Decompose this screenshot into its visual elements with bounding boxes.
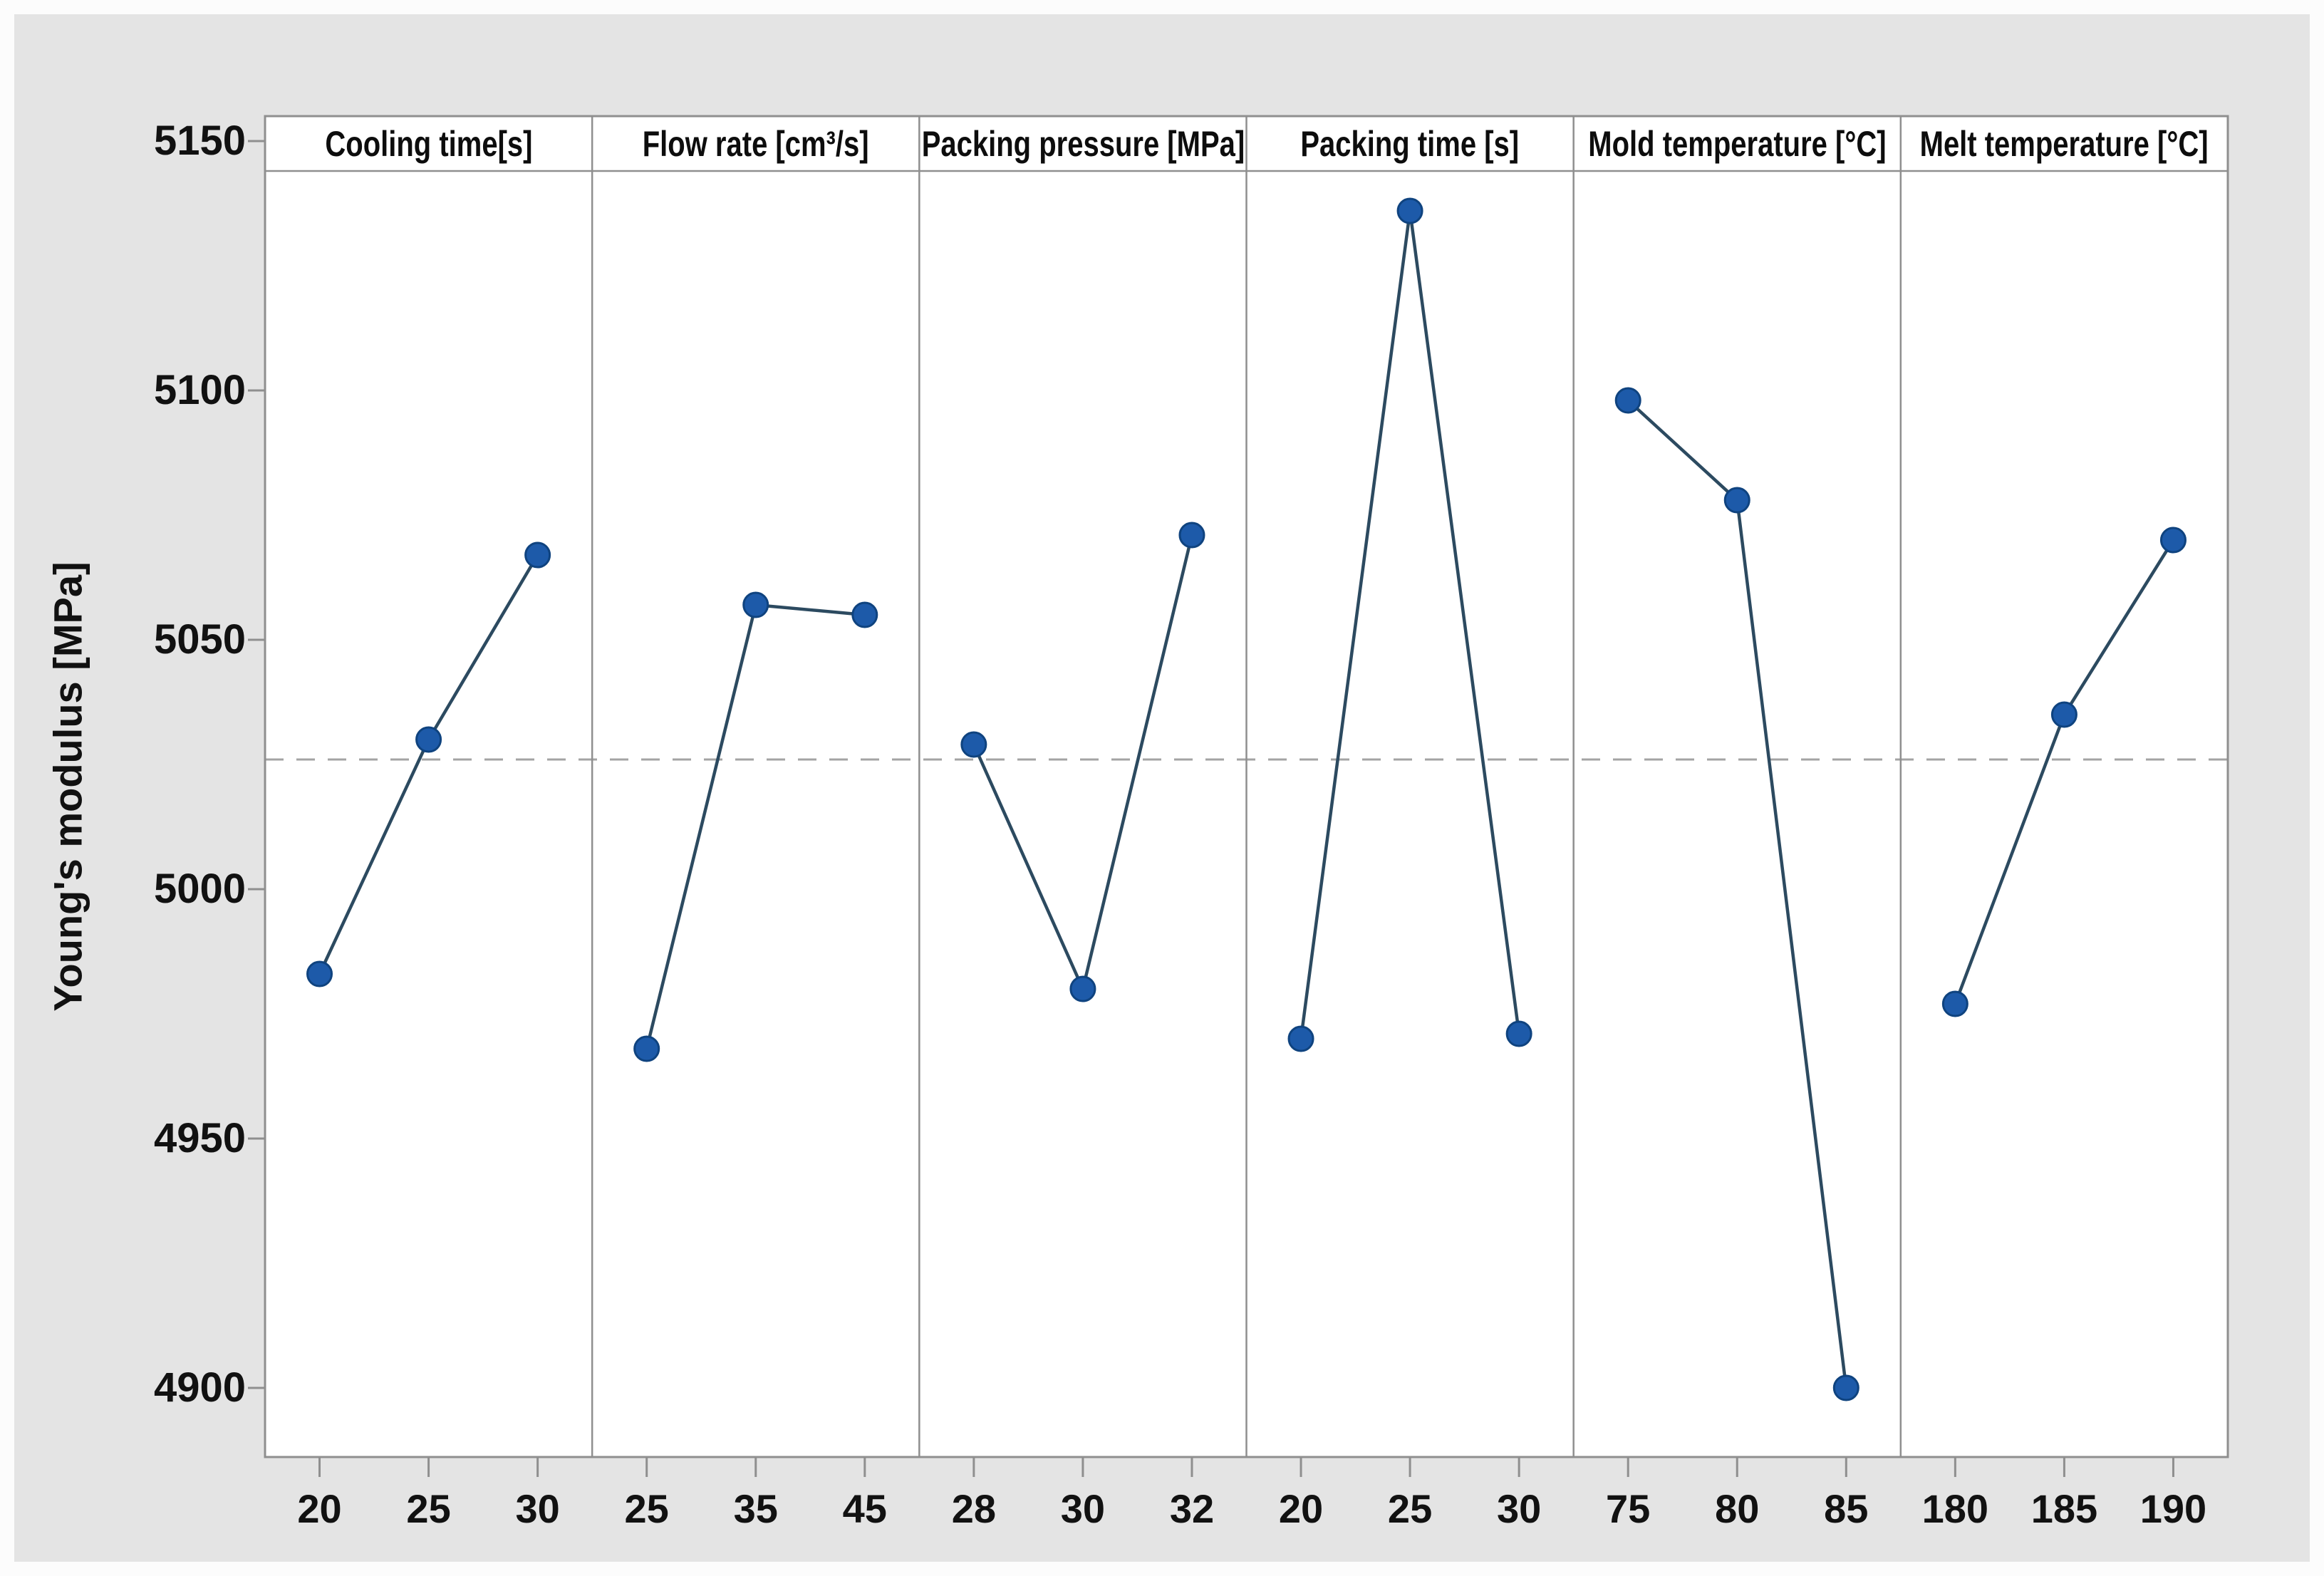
plot-frame [264, 115, 2229, 1458]
data-point-marker [524, 541, 551, 569]
panel-header: Packing time [s] [1247, 116, 1574, 171]
data-point-marker [1723, 487, 1750, 514]
x-tick-label: 45 [842, 1486, 887, 1531]
data-point-marker [1396, 197, 1423, 224]
panel-header: Cooling time[s] [265, 116, 592, 171]
x-tick-label: 180 [1921, 1486, 1989, 1531]
x-tick-label: 30 [515, 1486, 560, 1531]
data-point-marker [1287, 1025, 1314, 1052]
x-tick-label: 28 [951, 1486, 996, 1531]
data-point-marker [1178, 522, 1205, 549]
panel-header-label: Packing time [s] [1300, 123, 1520, 164]
panel-header-label: Flow rate [cm³/s] [642, 123, 869, 164]
data-point-marker [2050, 701, 2077, 728]
panel-header-label: Mold temperature [°C] [1588, 123, 1887, 164]
x-tick-label: 35 [733, 1486, 778, 1531]
x-tick-label: 32 [1169, 1486, 1215, 1531]
y-axis-title: Young's modulus [MPa] [45, 561, 90, 1012]
x-tick-label: 20 [297, 1486, 342, 1531]
data-point-marker [1505, 1020, 1532, 1047]
x-tick-label: 25 [1387, 1486, 1433, 1531]
data-point-marker [633, 1035, 660, 1062]
x-tick-label: 30 [1060, 1486, 1106, 1531]
data-point-marker [742, 591, 769, 618]
panel-header: Flow rate [cm³/s] [592, 116, 919, 171]
data-point-marker [1614, 387, 1641, 414]
data-point-marker [1069, 975, 1096, 1002]
x-tick-label: 25 [624, 1486, 669, 1531]
x-tick-label: 85 [1824, 1486, 1869, 1531]
panel-header: Packing pressure [MPa] [919, 116, 1246, 171]
x-tick-label: 185 [2030, 1486, 2098, 1531]
y-tick-label: 5000 [153, 866, 246, 912]
panel-header-label: Packing pressure [MPa] [921, 123, 1245, 164]
y-tick-label: 4950 [153, 1115, 246, 1161]
x-tick-label: 25 [406, 1486, 451, 1531]
y-tick-label: 5150 [153, 118, 246, 164]
x-tick-label: 190 [2139, 1486, 2207, 1531]
panel-header: Melt temperature [°C] [1901, 116, 2228, 171]
panel-header: Mold temperature [°C] [1574, 116, 1901, 171]
y-tick-label: 5050 [153, 616, 246, 663]
y-tick-label: 5100 [153, 367, 246, 413]
data-point-marker [1941, 990, 1968, 1017]
x-tick-label: 20 [1278, 1486, 1324, 1531]
x-tick-label: 30 [1496, 1486, 1542, 1531]
data-point-marker [960, 731, 987, 758]
x-tick-label: 80 [1715, 1486, 1760, 1531]
x-tick-label: 75 [1606, 1486, 1651, 1531]
panel-header-label: Cooling time[s] [325, 123, 533, 164]
data-point-marker [2159, 527, 2186, 554]
data-point-marker [415, 726, 442, 753]
data-point-marker [1832, 1374, 1859, 1401]
panel-header-label: Melt temperature [°C] [1919, 123, 2209, 164]
data-point-marker [306, 960, 333, 987]
panel-headers: Cooling time[s] Flow rate [cm³/s] Packing … [265, 116, 2228, 171]
y-tick-label: 4900 [153, 1364, 246, 1411]
data-point-marker [851, 601, 878, 628]
